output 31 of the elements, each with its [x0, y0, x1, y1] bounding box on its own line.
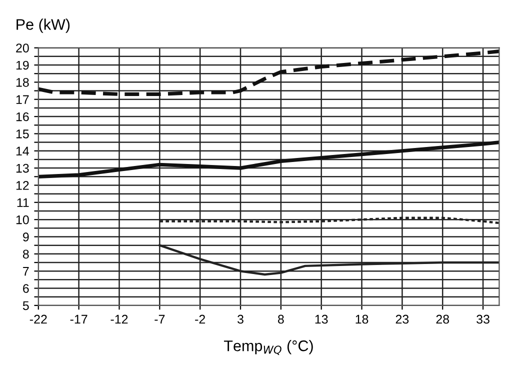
y-tick-label: 7	[23, 267, 29, 276]
y-tick-label: 13	[16, 164, 29, 173]
y-tick-label: 17	[16, 95, 29, 104]
y-tick-label: 10	[16, 215, 29, 224]
y-tick-label: 6	[23, 284, 29, 293]
x-tick-label: -22	[30, 314, 47, 324]
x-tick-label: 18	[356, 314, 368, 324]
line-series	[38, 140, 500, 178]
x-tick-label: 8	[278, 314, 284, 324]
y-tick-label: 12	[16, 181, 29, 190]
x-tick-label: -17	[70, 314, 88, 324]
y-tick-label: 19	[16, 60, 29, 70]
x-tick-label: -7	[154, 314, 165, 324]
y-tick-label: 16	[16, 112, 29, 122]
x-tick-label: 28	[436, 314, 450, 324]
x-tick-label: 23	[396, 314, 409, 324]
y-tick-label: 9	[23, 232, 29, 242]
y-tick-label: 20	[16, 44, 29, 52]
y-tick-label: 8	[22, 250, 29, 259]
x-tick-label: 3	[238, 314, 244, 324]
x-tick-label: 13	[315, 314, 328, 324]
x-axis-title: Temp$_{WQ}$ (°C)	[224, 340, 313, 355]
y-tick-label: 11	[17, 198, 29, 207]
y-tick-label: 14	[16, 146, 30, 156]
x-tick-label: 33	[476, 314, 490, 324]
y-tick-label: 5	[22, 301, 29, 310]
y-tick-label: 15	[16, 130, 29, 138]
y-axis-title: Pe (kW)	[16, 18, 70, 33]
x-tick-label: -12	[110, 314, 128, 324]
y-tick-label: 18	[16, 78, 29, 87]
x-tick-label: -2	[195, 314, 206, 324]
